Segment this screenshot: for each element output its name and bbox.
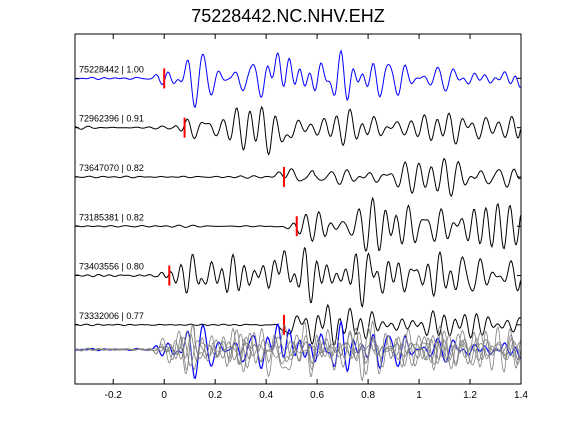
x-tick-label: 1 (416, 390, 422, 401)
x-tick-label: 0.6 (310, 390, 324, 401)
stack-line-73332006 (74, 328, 521, 372)
trace-label: 73332006 | 0.77 (79, 311, 144, 321)
trace-label: 75228442 | 1.00 (79, 64, 144, 74)
trace-73403556: 73403556 | 0.80 (74, 246, 521, 308)
trace-line (75, 157, 521, 198)
trace-line (74, 303, 521, 347)
stack-line-73403556 (74, 320, 521, 382)
x-tick-label: 1.2 (463, 390, 477, 401)
x-tick-label: -0.2 (105, 390, 123, 401)
trace-72962396: 72962396 | 0.91 (74, 105, 521, 156)
trace-label: 73403556 | 0.80 (79, 262, 144, 272)
trace-75228442: 75228442 | 1.00 (74, 49, 521, 108)
stack-overlay (74, 319, 521, 382)
trace-label: 72962396 | 0.91 (79, 114, 144, 124)
trace-line (74, 49, 521, 108)
x-tick-label: 0.4 (259, 390, 273, 401)
x-axis: -0.2 0 0.2 0.4 0.6 0.8 1 1.2 1.4 (105, 34, 528, 401)
x-tick-label: 0 (161, 390, 167, 401)
x-tick-label: 1.4 (514, 390, 528, 401)
trace-line (74, 196, 521, 252)
trace-73185381: 73185381 | 0.82 (74, 196, 521, 252)
trace-label: 73647070 | 0.82 (79, 163, 144, 173)
x-tick-label: 0.8 (361, 390, 375, 401)
x-tick-label: 0.2 (208, 390, 222, 401)
trace-73647070: 73647070 | 0.82 (75, 157, 521, 198)
plot-frame (74, 33, 522, 385)
trace-label: 73185381 | 0.82 (79, 212, 144, 222)
trace-line (74, 246, 521, 308)
trace-line (74, 105, 521, 156)
traces-layer: 75228442 | 1.00 72962396 | 0.91 73647070 |… (74, 49, 521, 382)
chart-title: 75228442.NC.NHV.EHZ (191, 6, 385, 26)
